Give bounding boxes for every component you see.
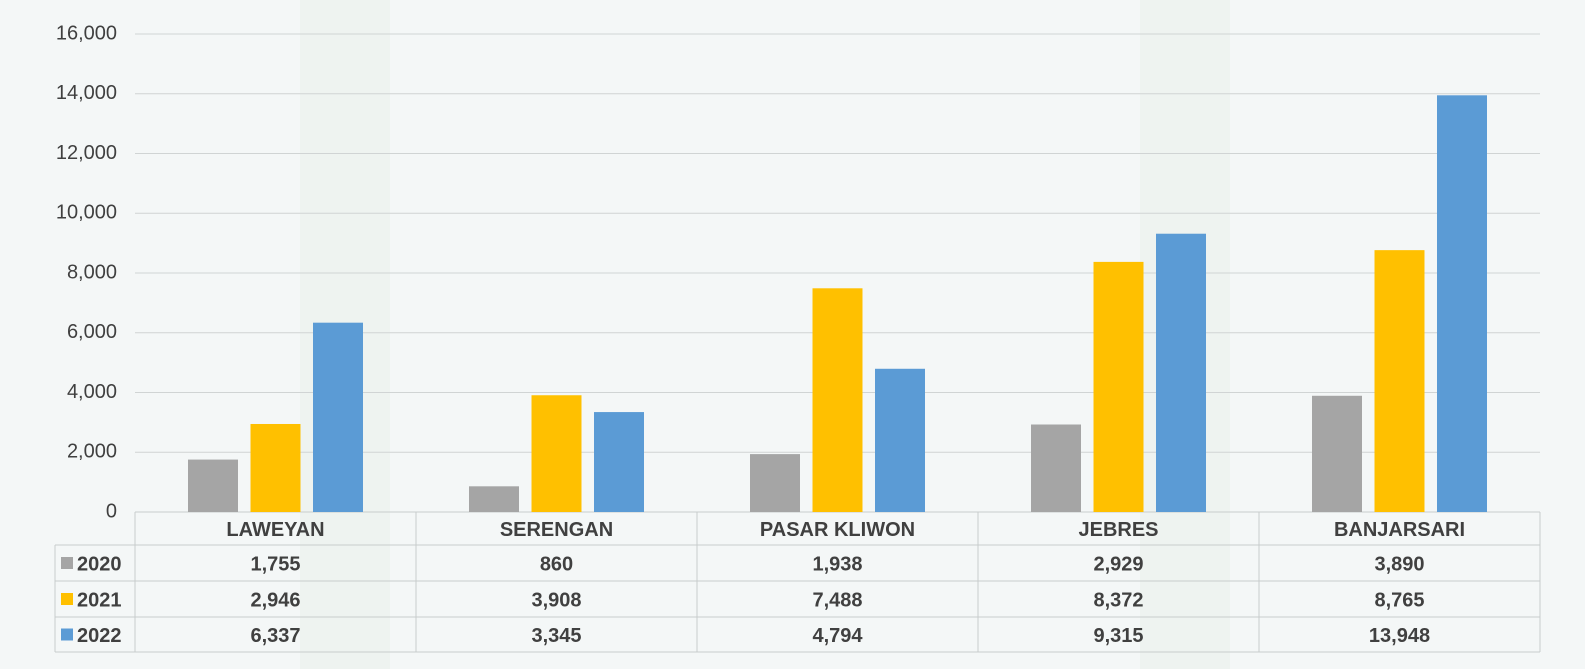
bar (1093, 261, 1144, 512)
y-tick-label: 6,000 (67, 321, 117, 343)
y-tick-label: 10,000 (56, 202, 117, 224)
bar (812, 288, 863, 512)
value-label: 1,755 (250, 553, 300, 575)
value-label: 4,794 (812, 625, 863, 647)
legend-swatch (61, 593, 73, 605)
x-tick-label: SERENGAN (500, 519, 613, 541)
legend-swatch (61, 628, 73, 641)
y-tick-label: 16,000 (56, 22, 117, 44)
bar (1312, 395, 1362, 512)
bar (313, 322, 363, 512)
bar (469, 486, 519, 512)
value-label: 8,765 (1374, 589, 1424, 611)
value-label: 1,938 (812, 553, 862, 575)
y-tick-label: 14,000 (56, 82, 117, 104)
y-tick-label: 2,000 (67, 441, 117, 463)
y-tick-label: 8,000 (67, 261, 117, 283)
value-label: 6,337 (250, 625, 300, 647)
value-label: 3,890 (1374, 553, 1424, 575)
value-label: 13,948 (1369, 625, 1430, 647)
value-label: 9,315 (1093, 625, 1143, 647)
bar (594, 412, 644, 512)
x-tick-label: JEBRES (1078, 519, 1158, 541)
y-tick-label: 4,000 (67, 381, 117, 403)
legend-label: 2020 (77, 553, 122, 575)
value-label: 2,929 (1093, 553, 1143, 575)
y-tick-label: 0 (106, 500, 117, 522)
x-tick-label: LAWEYAN (226, 519, 324, 541)
bar (250, 423, 301, 512)
bar (1437, 95, 1487, 512)
value-label: 860 (540, 553, 573, 575)
bar (531, 395, 582, 512)
value-label: 8,372 (1093, 589, 1143, 611)
y-tick-label: 12,000 (56, 142, 117, 164)
bar (1374, 250, 1425, 512)
legend-swatch (61, 557, 73, 569)
value-label: 3,345 (531, 625, 581, 647)
bar (875, 368, 925, 512)
bar (1156, 233, 1206, 513)
x-tick-label: BANJARSARI (1334, 519, 1465, 541)
bar (188, 459, 238, 512)
legend-label: 2021 (77, 589, 122, 611)
value-label: 7,488 (812, 589, 862, 611)
bar (750, 454, 800, 512)
value-label: 2,946 (250, 589, 300, 611)
legend-label: 2022 (77, 625, 122, 647)
x-tick-label: PASAR KLIWON (760, 519, 915, 541)
bar (1031, 424, 1081, 512)
value-label: 3,908 (531, 589, 581, 611)
